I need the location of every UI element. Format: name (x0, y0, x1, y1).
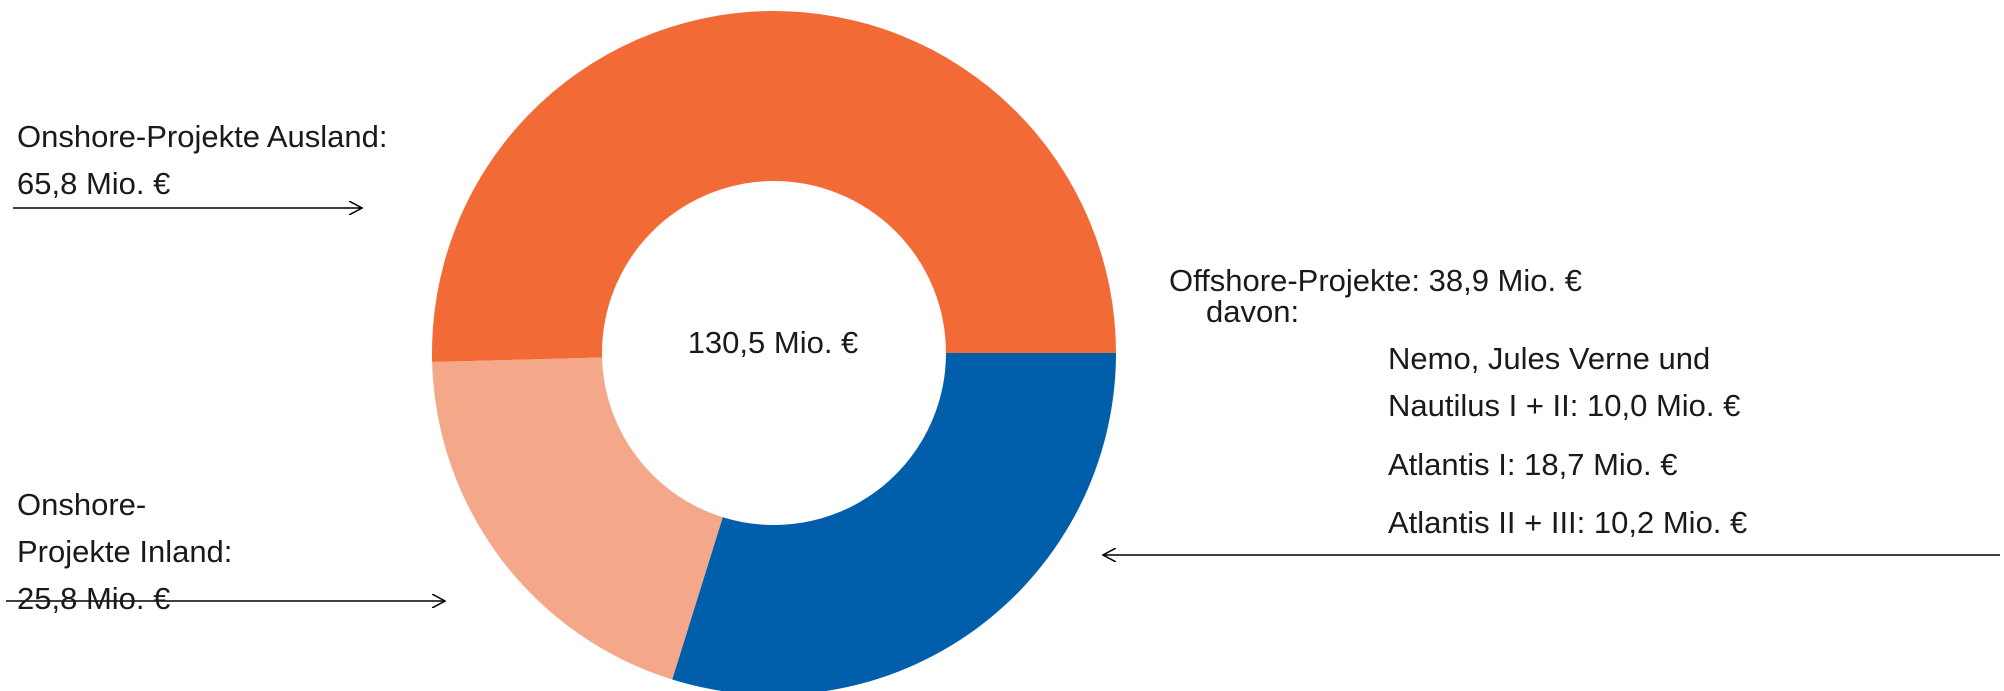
donut-segment (431, 10, 1116, 363)
item-value: 10,0 Mio. € (1587, 388, 1741, 423)
item-value: 10,2 Mio. € (1593, 505, 1748, 540)
breakdown-item: Atlantis II + III: 10,2 Mio. € (1388, 452, 1747, 546)
breakdown-item: Atlantis I: 18,7 Mio. € (1388, 394, 1678, 488)
segment-label: Onshore- Projekte Inland: 25,8 Mio. € (17, 434, 232, 669)
item-name: Nemo, Jules Verne und Nautilus I + II: (1388, 341, 1711, 423)
donut-segment (672, 353, 1116, 691)
center-label: 130,5 Mio. € (687, 325, 859, 360)
segment-label: Offshore-Projekte: 38,9 Mio. € (1169, 210, 1582, 304)
category-label: Onshore-Projekte Ausland: (17, 119, 388, 154)
item-name: Atlantis I: (1388, 447, 1516, 482)
category-label: Offshore-Projekte: (1169, 263, 1420, 298)
value-label: 25,8 Mio. € (17, 581, 171, 616)
item-name: Atlantis II + III: (1388, 505, 1586, 540)
value-label: 65,8 Mio. € (17, 166, 171, 201)
item-value: 18,7 Mio. € (1524, 447, 1678, 482)
breakdown-item: Nemo, Jules Verne und Nautilus I + II: 1… (1388, 288, 1740, 429)
category-label: Onshore- Projekte Inland: (17, 487, 233, 569)
donut (431, 10, 1116, 691)
segment-label: Onshore-Projekte Ausland: 65,8 Mio. € (17, 66, 388, 254)
donut-segment (432, 357, 723, 680)
breakdown-label: davon: (1206, 294, 1300, 329)
value-label: 38,9 Mio. € (1428, 263, 1582, 298)
